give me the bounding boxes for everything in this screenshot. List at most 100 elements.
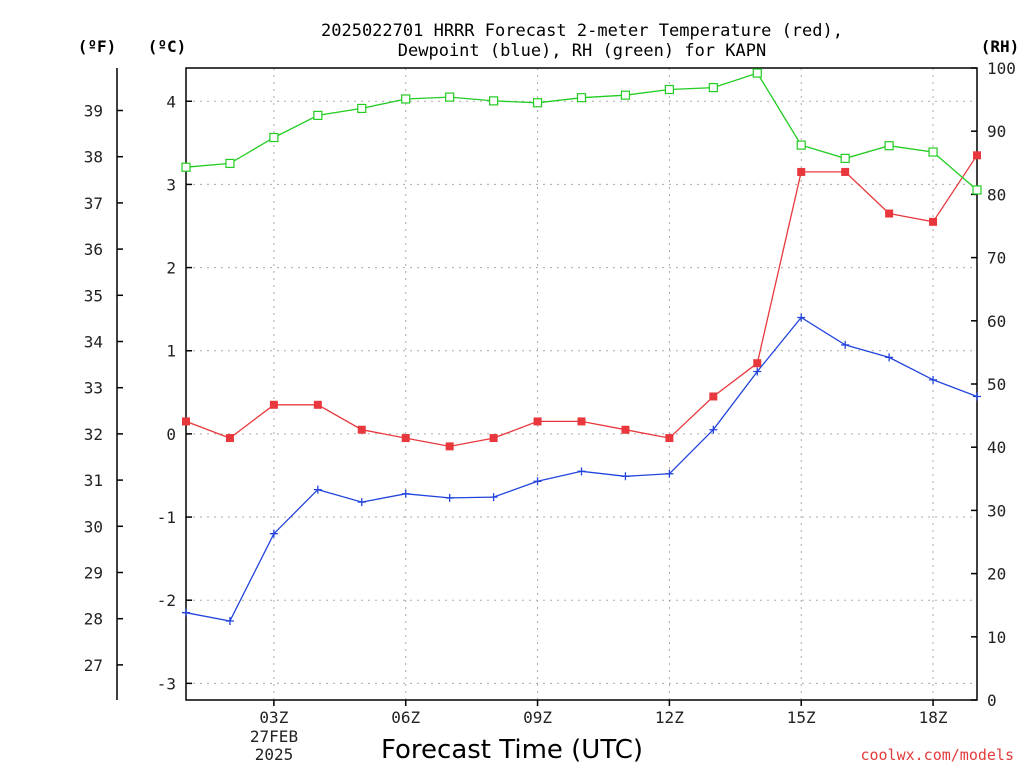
temperature-point: [533, 417, 542, 426]
dewpoint-point: [182, 608, 190, 617]
x-tick-label: 12Z: [655, 708, 684, 727]
fahrenheit-tick-label: 33: [84, 379, 103, 398]
x-tick-label: 15Z: [787, 708, 816, 727]
rh-tick-label: 20: [987, 565, 1006, 584]
temperature-point: [929, 217, 938, 226]
temperature-point: [973, 151, 981, 160]
dewpoint-point: [841, 340, 850, 349]
rh-point: [576, 93, 587, 103]
temperature-point: [621, 425, 630, 434]
rh-point: [972, 185, 982, 195]
celsius-tick-label: -2: [157, 591, 176, 610]
dewpoint-point: [357, 498, 366, 507]
celsius-tick-label: 3: [166, 175, 176, 194]
rh-point: [532, 98, 543, 108]
fahrenheit-tick-label: 27: [84, 656, 103, 675]
rh-line: [185, 72, 978, 191]
celsius-tick-label: -1: [157, 508, 176, 527]
dewpoint-point: [401, 489, 410, 498]
rh-tick-label: 0: [987, 691, 997, 710]
rh-tick-label: 80: [987, 185, 1006, 204]
rh-point: [401, 94, 411, 104]
rh-point: [664, 84, 674, 95]
celsius-tick-label: 0: [166, 425, 176, 444]
x-tick-label: 06Z: [391, 708, 420, 727]
temperature-point: [357, 425, 366, 434]
chart-title-line-1: 2025022701 HRRR Forecast 2-meter Tempera…: [321, 21, 843, 41]
data-series: [181, 68, 982, 625]
dewpoint-point: [269, 529, 278, 538]
rh-point: [269, 132, 279, 143]
grid-lines: [186, 68, 977, 700]
rh-tick-label: 70: [987, 249, 1006, 268]
x-tick-label: 09Z: [523, 708, 552, 727]
dewpoint-point: [445, 493, 454, 502]
fahrenheit-tick-label: 32: [84, 425, 103, 444]
dewpoint-point: [885, 353, 894, 362]
plot-frame: [185, 67, 978, 701]
dewpoint-point: [929, 375, 938, 384]
rh-point: [884, 141, 894, 151]
temperature-point: [225, 434, 234, 443]
credit-text: coolwx.com/models: [860, 746, 1014, 764]
dewpoint-point: [489, 493, 498, 502]
date-label-year: 2025: [255, 745, 294, 764]
temperature-point: [313, 400, 322, 409]
rh-tick-label: 100: [987, 59, 1016, 78]
dewpoint-point: [313, 485, 322, 494]
x-axis-label: Forecast Time (UTC): [381, 735, 643, 765]
chart-title-line-2: Dewpoint (blue), RH (green) for KAPN: [398, 41, 766, 61]
rh-point: [181, 162, 191, 172]
rh-point: [620, 90, 631, 100]
temperature-point: [577, 417, 586, 426]
rh-point: [313, 110, 323, 121]
dewpoint-point: [973, 392, 981, 401]
dewpoint-point: [797, 313, 806, 322]
rh-point: [708, 82, 718, 93]
fahrenheit-tick-label: 28: [84, 610, 103, 629]
rh-tick-label: 90: [987, 122, 1006, 141]
temperature-point: [885, 209, 894, 218]
temperature-point: [401, 434, 410, 443]
celsius-tick-label: 4: [166, 92, 176, 111]
fahrenheit-tick-label: 29: [84, 563, 103, 582]
celsius-unit-label: (ºC): [148, 37, 187, 56]
rh-tick-label: 60: [987, 312, 1006, 331]
x-tick-label: 03Z: [259, 708, 288, 727]
rh-tick-label: 30: [987, 501, 1006, 520]
rh-point: [840, 153, 850, 163]
celsius-tick-label: -3: [157, 674, 176, 693]
rh-tick-label: 10: [987, 628, 1006, 647]
celsius-tick-label: 2: [166, 259, 176, 278]
dewpoint-point: [533, 477, 542, 486]
rh-unit-label: (RH): [981, 37, 1020, 56]
x-tick-label: 18Z: [919, 708, 948, 727]
rh-point: [445, 92, 455, 102]
date-label-day: 27FEB: [250, 727, 298, 746]
temperature-point: [665, 434, 674, 443]
rh-point: [225, 158, 235, 169]
fahrenheit-tick-label: 37: [84, 194, 103, 213]
temperature-line: [185, 154, 978, 448]
rh-point: [752, 68, 762, 78]
temperature-point: [753, 359, 762, 368]
dewpoint-point: [621, 472, 630, 481]
fahrenheit-tick-label: 36: [84, 240, 103, 259]
temperature-point: [182, 417, 190, 426]
fahrenheit-unit-label: (ºF): [78, 37, 117, 56]
rh-point: [357, 103, 367, 114]
fahrenheit-tick-label: 38: [84, 148, 103, 167]
axis-ticks: 03Z 06Z 09Z 12Z 15Z 18Z-3-2-10123427282930313…: [84, 59, 1016, 727]
temperature-point: [445, 442, 454, 451]
temperature-point: [797, 167, 806, 176]
rh-point: [928, 147, 938, 157]
rh-tick-label: 50: [987, 375, 1006, 394]
dewpoint-point: [225, 617, 234, 625]
fahrenheit-tick-label: 35: [84, 286, 103, 305]
temperature-point: [269, 400, 278, 409]
celsius-tick-label: 1: [166, 342, 176, 361]
temperature-point: [841, 167, 850, 176]
dewpoint-point: [709, 425, 718, 434]
temperature-point: [709, 392, 718, 401]
